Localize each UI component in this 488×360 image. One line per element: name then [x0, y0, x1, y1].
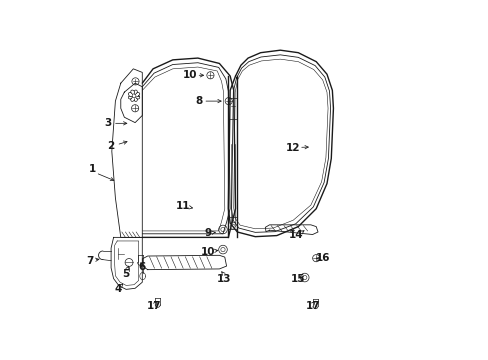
- Bar: [228, 217, 237, 229]
- Text: 7: 7: [86, 256, 93, 266]
- Text: 2: 2: [107, 141, 115, 151]
- Text: 9: 9: [204, 228, 211, 238]
- Text: 1: 1: [89, 164, 96, 174]
- Text: 10: 10: [200, 247, 215, 257]
- Text: 16: 16: [315, 253, 329, 263]
- Text: 4: 4: [114, 284, 122, 294]
- Text: 5: 5: [122, 269, 129, 279]
- Text: 3: 3: [103, 118, 111, 128]
- Bar: [228, 98, 237, 119]
- Text: 17: 17: [147, 301, 162, 311]
- Text: 17: 17: [305, 301, 319, 311]
- Text: 14: 14: [288, 230, 303, 239]
- Text: 15: 15: [290, 274, 305, 284]
- Text: 10: 10: [183, 70, 197, 80]
- Text: 13: 13: [216, 274, 231, 284]
- Text: 6: 6: [139, 262, 145, 272]
- Text: 11: 11: [176, 201, 190, 211]
- Text: 12: 12: [285, 143, 300, 153]
- Text: 8: 8: [195, 96, 202, 106]
